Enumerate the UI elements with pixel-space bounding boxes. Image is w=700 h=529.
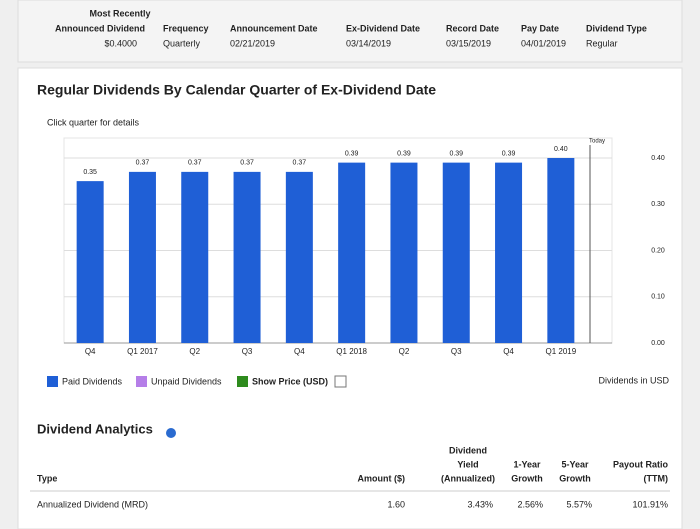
- table-cell: 3.43%: [467, 499, 493, 509]
- summary-panel: [17, 0, 683, 63]
- summary-header: Ex-Dividend Date: [346, 23, 420, 33]
- table-cell: 1.60: [387, 499, 405, 509]
- y-tick-label: 0.30: [651, 201, 665, 208]
- x-tick-label: Q1 2017: [127, 347, 158, 356]
- bar[interactable]: [547, 158, 575, 343]
- bar[interactable]: [233, 171, 261, 343]
- y-tick-label: 0.00: [651, 340, 665, 347]
- analytics-title: Dividend Analytics: [37, 421, 153, 436]
- x-tick-label: Q4: [85, 347, 96, 356]
- bar[interactable]: [128, 171, 156, 343]
- table-header: Growth: [559, 473, 591, 483]
- table-header: Amount ($): [358, 473, 406, 483]
- bar[interactable]: [495, 162, 523, 343]
- legend-swatch[interactable]: [136, 376, 147, 387]
- table-header: Type: [37, 473, 57, 483]
- table-header: 1-Year: [513, 459, 541, 469]
- bar[interactable]: [390, 162, 418, 343]
- bar[interactable]: [442, 162, 470, 343]
- table-header: (TTM): [644, 473, 669, 483]
- checkbox[interactable]: [334, 375, 347, 388]
- y-tick-label: 0.40: [651, 155, 665, 162]
- table-header: 5-Year: [561, 459, 589, 469]
- bar[interactable]: [181, 171, 209, 343]
- summary-header: Frequency: [163, 23, 209, 33]
- summary-value: Quarterly: [163, 38, 201, 48]
- x-tick-label: Q2: [189, 347, 200, 356]
- x-tick-label: Q1 2018: [336, 347, 367, 356]
- x-tick-label: Q2: [399, 347, 410, 356]
- chart-title: Regular Dividends By Calendar Quarter of…: [37, 82, 436, 98]
- x-tick-label: Q3: [451, 347, 462, 356]
- table-cell: 101.91%: [632, 499, 668, 509]
- legend-swatch[interactable]: [237, 376, 248, 387]
- value-label: 0.39: [345, 150, 359, 157]
- value-label: 0.37: [188, 160, 202, 167]
- summary-header: Most Recently: [89, 8, 150, 18]
- summary-header: Announced Dividend: [55, 23, 145, 33]
- value-label: 0.39: [397, 150, 411, 157]
- y-tick-label: 0.20: [651, 247, 665, 254]
- bar[interactable]: [285, 171, 313, 343]
- value-label: 0.39: [449, 150, 463, 157]
- summary-header: Dividend Type: [586, 23, 647, 33]
- table-cell: 5.57%: [566, 499, 592, 509]
- summary-value: $0.4000: [104, 38, 137, 48]
- bar[interactable]: [338, 162, 366, 343]
- summary-value: Regular: [586, 38, 618, 48]
- x-tick-label: Q3: [242, 347, 253, 356]
- summary-value: 03/15/2019: [446, 38, 491, 48]
- x-tick-label: Q1 2019: [545, 347, 576, 356]
- y-tick-label: 0.10: [651, 294, 665, 301]
- table-header: Growth: [511, 473, 543, 483]
- value-label: 0.37: [240, 160, 254, 167]
- legend-label[interactable]: Unpaid Dividends: [151, 376, 222, 386]
- legend-label[interactable]: Paid Dividends: [62, 376, 123, 386]
- summary-value: 04/01/2019: [521, 38, 566, 48]
- x-tick-label: Q4: [503, 347, 514, 356]
- summary-value: 03/14/2019: [346, 38, 391, 48]
- today-label: Today: [589, 139, 605, 145]
- chart-subtitle: Click quarter for details: [47, 117, 140, 127]
- value-label: 0.40: [554, 146, 568, 153]
- summary-header: Record Date: [446, 23, 499, 33]
- x-tick-label: Q4: [294, 347, 305, 356]
- value-label: 0.35: [83, 169, 97, 176]
- legend-swatch[interactable]: [47, 376, 58, 387]
- table-header: Yield: [457, 459, 478, 469]
- value-label: 0.37: [293, 160, 307, 167]
- table-header: Dividend: [449, 445, 487, 455]
- value-label: 0.37: [136, 160, 150, 167]
- bar[interactable]: [76, 181, 104, 343]
- chart-note: Dividends in USD: [598, 375, 669, 385]
- info-icon[interactable]: [166, 428, 176, 438]
- summary-header: Announcement Date: [230, 23, 318, 33]
- value-label: 0.39: [502, 150, 516, 157]
- summary-value: 02/21/2019: [230, 38, 275, 48]
- table-header: (Annualized): [441, 473, 495, 483]
- legend-label[interactable]: Show Price (USD): [252, 376, 328, 386]
- summary-header: Pay Date: [521, 23, 559, 33]
- table-header: Payout Ratio: [613, 459, 669, 469]
- table-cell: 2.56%: [517, 499, 543, 509]
- table-cell: Annualized Dividend (MRD): [37, 499, 148, 509]
